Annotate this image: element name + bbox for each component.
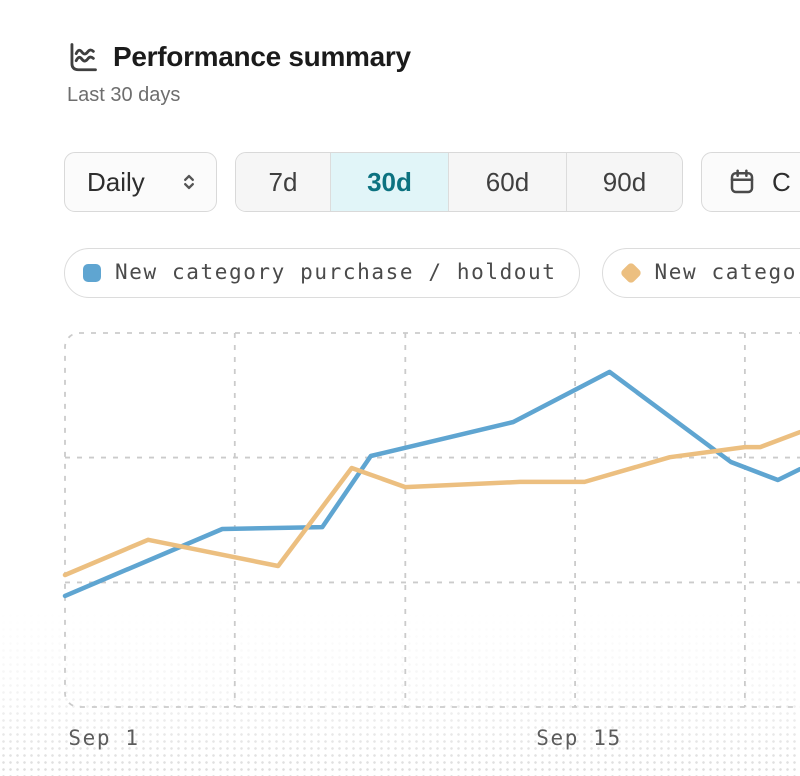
line-chart[interactable] <box>0 320 800 740</box>
range-segmented-control: 7d 30d 60d 90d <box>235 152 683 212</box>
custom-range-label: C <box>772 166 791 197</box>
dotted-background-texture <box>0 612 800 776</box>
range-label: 90d <box>602 166 647 197</box>
legend-row: New category purchase / holdout New cate… <box>64 248 800 298</box>
granularity-select[interactable]: Daily <box>64 152 217 212</box>
range-button-7d[interactable]: 7d <box>236 153 330 211</box>
range-button-90d[interactable]: 90d <box>566 153 682 211</box>
custom-range-button[interactable]: C <box>701 152 800 212</box>
x-axis-tick-sep15: Sep 15 <box>536 726 622 750</box>
legend-chip-holdout[interactable]: New category purchase / holdout <box>64 248 580 298</box>
series-lines <box>62 369 800 599</box>
plot-border <box>64 332 800 708</box>
page-subtitle: Last 30 days <box>67 84 181 106</box>
legend-label: New category purchase / holdout <box>115 260 557 284</box>
range-label: 30d <box>367 166 412 197</box>
legend-label: New categor <box>654 260 800 284</box>
legend-chip-category[interactable]: New categor <box>601 248 800 298</box>
legend-swatch-orange-diamond <box>619 261 642 285</box>
granularity-value: Daily <box>87 166 145 197</box>
calendar-icon <box>730 169 754 194</box>
series-line <box>62 429 800 578</box>
performance-chart-icon <box>70 43 97 72</box>
range-button-60d[interactable]: 60d <box>448 153 566 211</box>
controls-row: Daily 7d 30d 60d 90d C <box>64 152 800 212</box>
x-axis-tick-sep1: Sep 1 <box>68 726 140 750</box>
series-line <box>62 369 800 599</box>
range-label: 7d <box>268 166 298 197</box>
page-header: Performance summary <box>66 40 411 74</box>
unfold-chevrons-icon <box>184 174 194 190</box>
legend-swatch-blue-square <box>83 264 101 282</box>
gridlines <box>65 333 800 707</box>
range-label: 60d <box>485 166 530 197</box>
page-title: Performance summary <box>113 41 411 72</box>
range-button-30d[interactable]: 30d <box>330 153 448 211</box>
